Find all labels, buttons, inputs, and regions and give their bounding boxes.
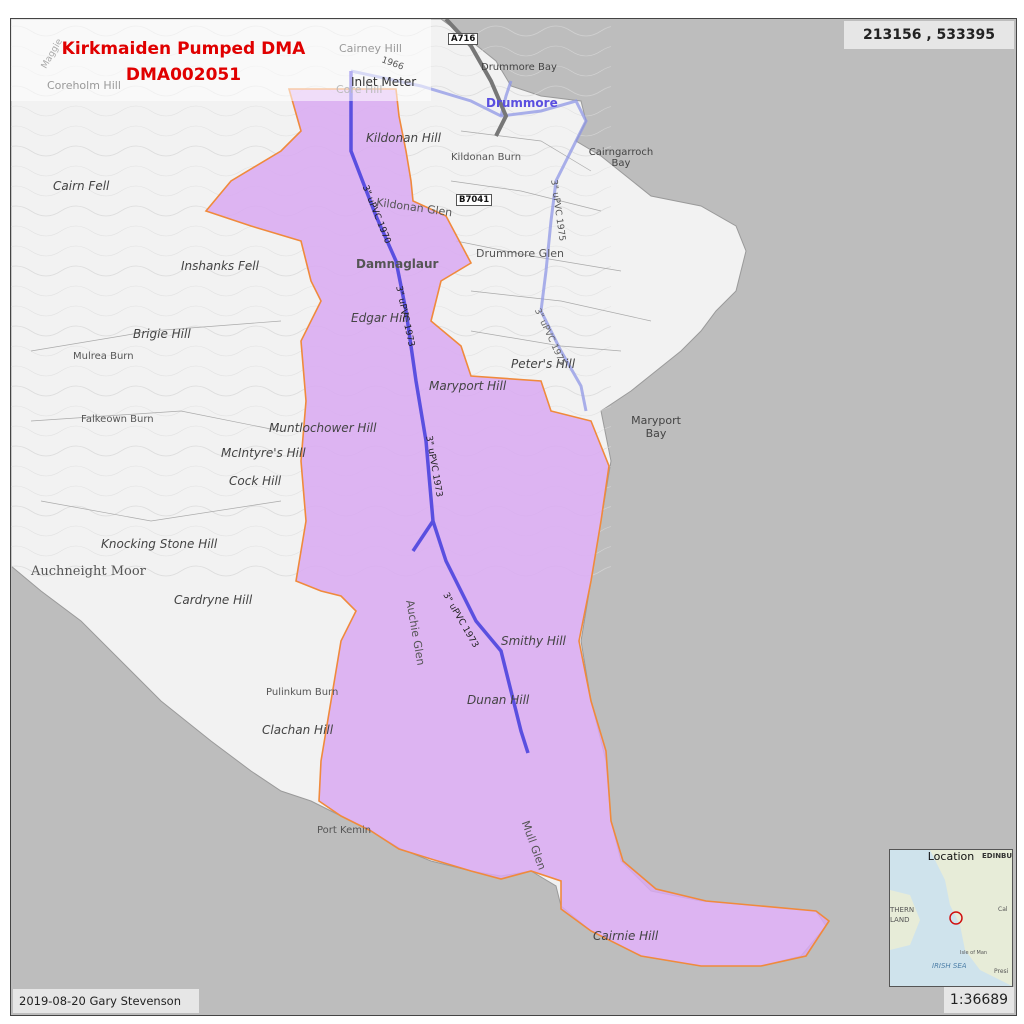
label-mulrea-burn: Mulrea Burn: [73, 351, 134, 362]
map-frame[interactable]: Kirkmaiden Pumped DMA DMA002051 213156 ,…: [10, 18, 1017, 1016]
label-core-hill: Core Hill: [336, 83, 383, 96]
label-cairnie-hill: Cairnie Hill: [593, 929, 659, 943]
inset-label-thern: THERN: [890, 906, 915, 914]
coordinate-readout: 213156 , 533395: [844, 21, 1014, 49]
map-canvas[interactable]: [11, 19, 1016, 1015]
credit-label: 2019-08-20 Gary Stevenson: [13, 989, 199, 1013]
inset-label-irish-sea: IRISH SEA: [932, 962, 967, 970]
label-muntlochower-hill: Muntlochower Hill: [269, 421, 377, 435]
label-cairney-hill: Cairney Hill: [339, 42, 402, 55]
label-knocking-stone-hill: Knocking Stone Hill: [101, 537, 218, 551]
road-label-b7041: B7041: [456, 194, 493, 206]
label-cairngarroch-bay: Cairngarroch Bay: [588, 147, 654, 169]
label-drummore-bay: Drummore Bay: [481, 62, 557, 73]
dma-code: DMA002051: [125, 65, 242, 85]
label-brigie-hill: Brigie Hill: [133, 327, 191, 341]
label-drummore-glen: Drummore Glen: [476, 247, 564, 260]
inset-label-isle-of-man: Isle of Man: [960, 950, 988, 956]
label-maryport-bay: Maryport Bay: [631, 414, 681, 440]
label-inshanks-fell: Inshanks Fell: [181, 259, 259, 273]
trunk-main-branch[interactable]: [411, 520, 435, 552]
label-dunan-hill: Dunan Hill: [467, 693, 530, 707]
label-drummore: Drummore: [486, 96, 558, 110]
field-boundaries: [30, 130, 652, 522]
label-cardryne-hill: Cardryne Hill: [174, 593, 253, 607]
label-edgar-hill: Edgar Hill: [351, 311, 409, 325]
inset-map: [890, 850, 1012, 986]
scale-label: 1:36689: [944, 987, 1014, 1013]
label-maryport-hill: Maryport Hill: [429, 379, 507, 393]
inset-label-edinburgh: EDINBU: [982, 852, 1013, 860]
label-cock-hill: Cock Hill: [229, 474, 282, 488]
label-port-kemin: Port Kemin: [317, 825, 372, 836]
label-kildonan-burn: Kildonan Burn: [451, 152, 522, 163]
label-peters-hill: Peter's Hill: [511, 357, 576, 371]
road-label-a716: A716: [448, 33, 479, 45]
label-clachan-hill: Clachan Hill: [262, 723, 334, 737]
label-falkeown-burn: Falkeown Burn: [81, 414, 154, 425]
label-damnaglaur: Damnaglaur: [356, 257, 439, 271]
map-title: Kirkmaiden Pumped DMA: [61, 39, 306, 59]
label-mcintyres-hill: McIntyre's Hill: [221, 446, 306, 460]
label-kildonan-hill: Kildonan Hill: [366, 131, 441, 145]
label-cairn-fell: Cairn Fell: [53, 179, 110, 193]
label-smithy-hill: Smithy Hill: [501, 634, 566, 648]
label-coreholm-hill: Coreholm Hill: [47, 79, 121, 92]
inset-label-presi: Presi: [994, 968, 1009, 975]
label-inlet-meter[interactable]: Inlet Meter: [351, 75, 417, 89]
title-panel: Kirkmaiden Pumped DMA DMA002051: [11, 19, 431, 101]
label-pulinkum-burn: Pulinkum Burn: [266, 687, 339, 698]
inset-label-land: LAND: [890, 916, 910, 924]
inset-label-cal: Cal: [998, 906, 1008, 913]
inset-title: Location: [927, 850, 975, 863]
dma-boundary[interactable]: [204, 88, 831, 967]
location-inset[interactable]: Location EDINBU THERN LAND Isle of Man I…: [889, 849, 1013, 987]
label-auchneight-moor: Auchneight Moor: [31, 564, 146, 579]
